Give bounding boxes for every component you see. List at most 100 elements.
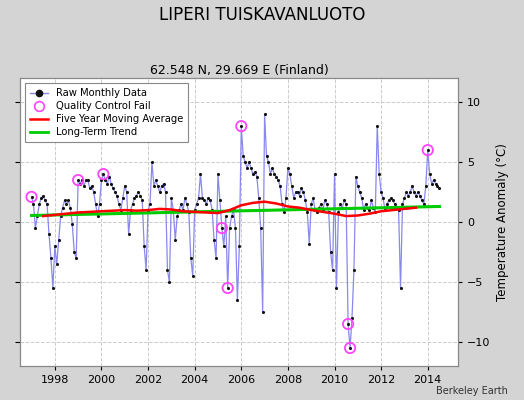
Point — [344, 321, 352, 327]
Point — [296, 192, 304, 199]
Point — [148, 159, 156, 165]
Point — [276, 183, 285, 189]
Point — [283, 165, 292, 171]
Text: LIPERI TUISKAVANLUOTO: LIPERI TUISKAVANLUOTO — [159, 6, 365, 24]
Point — [109, 185, 117, 192]
Point — [423, 147, 432, 153]
Point — [336, 201, 345, 207]
Point — [387, 195, 395, 201]
Point — [385, 197, 393, 204]
Point — [113, 192, 121, 199]
Point — [412, 192, 420, 199]
Point — [255, 195, 263, 201]
Point — [342, 201, 351, 207]
Point — [144, 207, 152, 213]
Point — [58, 204, 67, 211]
Point — [416, 192, 424, 199]
Point — [165, 279, 173, 285]
Point — [173, 213, 181, 219]
Point — [233, 297, 242, 303]
Point — [206, 197, 214, 204]
Point — [216, 197, 224, 204]
Point — [64, 197, 73, 204]
Point — [266, 171, 275, 177]
Point — [161, 189, 170, 195]
Point — [377, 189, 385, 195]
Point — [278, 201, 286, 207]
Point — [250, 168, 259, 175]
Point — [192, 201, 201, 207]
Point — [307, 201, 315, 207]
Point — [171, 237, 179, 243]
Point — [346, 345, 354, 351]
Point — [268, 165, 277, 171]
Point — [373, 123, 381, 129]
Point — [392, 204, 401, 211]
Point — [140, 243, 148, 249]
Point — [264, 159, 272, 165]
Point — [297, 185, 305, 192]
Point — [323, 201, 331, 207]
Point — [179, 207, 187, 213]
Point — [321, 197, 329, 204]
Point — [175, 207, 183, 213]
Point — [103, 180, 112, 187]
Point — [398, 201, 407, 207]
Point — [402, 189, 411, 195]
Point — [396, 285, 405, 291]
Point — [243, 165, 252, 171]
Point — [414, 189, 422, 195]
Point — [198, 195, 206, 201]
Point — [54, 237, 63, 243]
Point — [383, 201, 391, 207]
Point — [303, 209, 311, 216]
Point — [177, 201, 185, 207]
Point — [184, 209, 193, 216]
Point — [80, 183, 88, 189]
Point — [132, 192, 140, 199]
Point — [395, 207, 403, 213]
Point — [200, 197, 209, 204]
Point — [88, 183, 96, 189]
Point — [311, 207, 319, 213]
Point — [27, 194, 36, 200]
Point — [85, 185, 94, 192]
Point — [316, 201, 325, 207]
Legend: Raw Monthly Data, Quality Control Fail, Five Year Moving Average, Long-Term Tren: Raw Monthly Data, Quality Control Fail, … — [25, 83, 188, 142]
Point — [105, 173, 113, 180]
Point — [107, 180, 115, 187]
Point — [237, 123, 245, 129]
Point — [204, 195, 212, 201]
Point — [344, 321, 352, 327]
Point — [324, 209, 333, 216]
Point — [309, 195, 318, 201]
Point — [222, 213, 230, 219]
Point — [126, 207, 135, 213]
Point — [95, 201, 104, 207]
Point — [187, 255, 195, 261]
Point — [241, 159, 249, 165]
Point — [72, 255, 80, 261]
Point — [136, 192, 145, 199]
Point — [196, 171, 205, 177]
Point — [52, 261, 61, 267]
Point — [299, 189, 308, 195]
Point — [406, 189, 414, 195]
Point — [76, 180, 84, 187]
Point — [70, 249, 79, 255]
Point — [39, 192, 47, 199]
Point — [99, 171, 107, 177]
Point — [37, 195, 46, 201]
Text: Berkeley Earth: Berkeley Earth — [436, 386, 508, 396]
Point — [74, 177, 82, 183]
Point — [329, 267, 337, 273]
Point — [99, 171, 107, 177]
Point — [74, 177, 82, 183]
Point — [121, 183, 129, 189]
Point — [350, 267, 358, 273]
Point — [29, 201, 38, 207]
Point — [258, 309, 267, 315]
Y-axis label: Temperature Anomaly (°C): Temperature Anomaly (°C) — [496, 143, 509, 301]
Point — [326, 249, 335, 255]
Point — [227, 213, 236, 219]
